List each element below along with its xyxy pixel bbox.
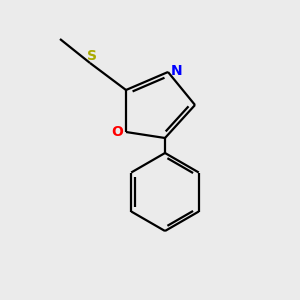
Text: N: N [171,64,183,77]
Text: S: S [86,49,97,62]
Text: O: O [111,125,123,139]
